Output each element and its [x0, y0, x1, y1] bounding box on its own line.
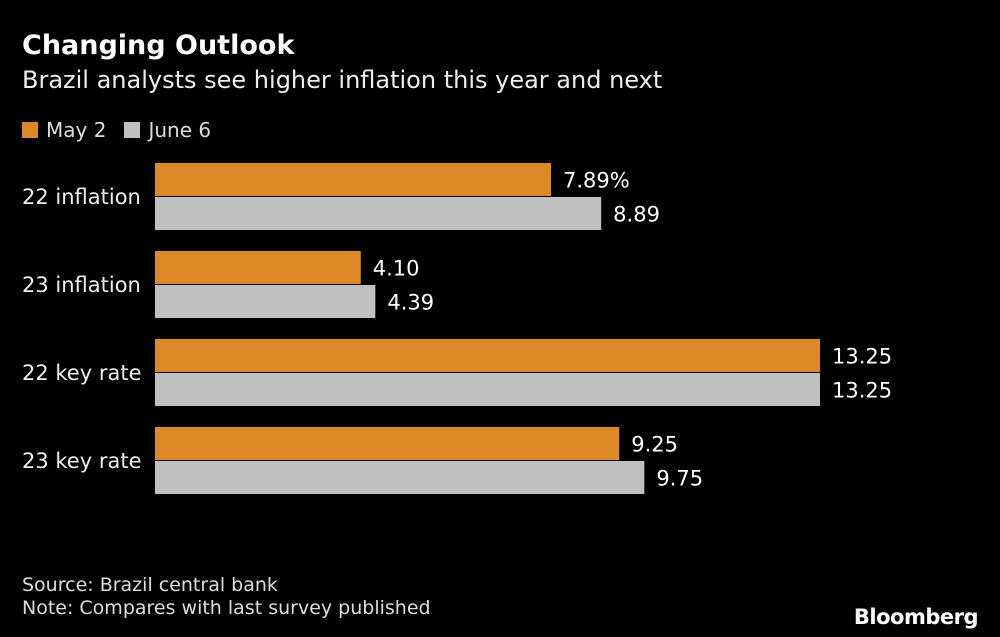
bar-may	[155, 251, 361, 284]
data-label: 8.89	[613, 203, 660, 227]
bar-june	[155, 461, 645, 494]
legend-item-june: June 6	[124, 118, 211, 142]
legend-swatch-may	[22, 122, 38, 138]
bar-may	[155, 339, 820, 372]
legend: May 2 June 6	[22, 118, 229, 142]
bar-june	[155, 373, 820, 406]
legend-item-may: May 2	[22, 118, 106, 142]
data-label: 13.25	[832, 345, 892, 369]
source-note: Source: Brazil central bank	[22, 574, 278, 596]
data-label: 13.25	[832, 379, 892, 403]
chart-subtitle: Brazil analysts see higher inflation thi…	[22, 66, 663, 94]
bar-may	[155, 163, 551, 196]
data-label: 4.39	[387, 291, 434, 315]
bar-june	[155, 197, 602, 230]
legend-swatch-june	[124, 122, 141, 138]
category-label: 22 key rate	[22, 361, 142, 385]
bloomberg-logo: Bloomberg	[853, 605, 979, 629]
bar-may	[155, 427, 620, 460]
chart-title: Changing Outlook	[22, 30, 295, 61]
category-label: 23 key rate	[22, 449, 142, 473]
category-label: 22 inflation	[22, 185, 141, 209]
category-label: 23 inflation	[22, 273, 141, 297]
legend-label-may: May 2	[46, 118, 107, 142]
data-label: 7.89%	[563, 169, 630, 193]
data-label: 4.10	[373, 257, 420, 281]
legend-label-june: June 6	[148, 118, 212, 142]
bar-june	[155, 285, 376, 318]
footnote: Note: Compares with last survey publishe…	[22, 597, 431, 619]
data-label: 9.25	[631, 433, 678, 457]
data-label: 9.75	[656, 467, 703, 491]
